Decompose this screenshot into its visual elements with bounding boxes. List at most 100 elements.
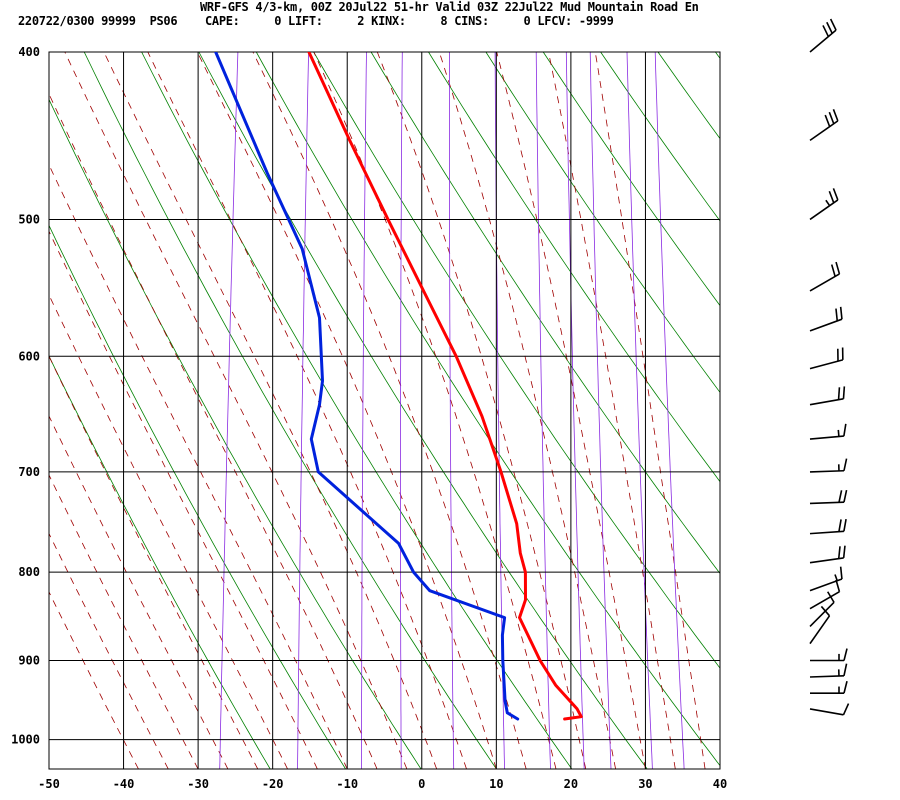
moist-adiabat bbox=[49, 355, 259, 769]
barb-flag bbox=[838, 519, 842, 532]
dry-adiabat bbox=[198, 52, 648, 769]
moist-adiabat bbox=[438, 52, 616, 769]
barb-half-flag bbox=[834, 574, 839, 582]
wind-barb bbox=[809, 347, 844, 370]
x-tick-label: -40 bbox=[113, 777, 135, 791]
barb-flag bbox=[843, 458, 848, 471]
mixing-ratio-line bbox=[535, 52, 551, 769]
dry-adiabat bbox=[49, 98, 422, 769]
moist-adiabat bbox=[64, 52, 408, 769]
wind-barb bbox=[809, 518, 847, 535]
moist-adiabat bbox=[49, 230, 318, 769]
wind-barb bbox=[809, 423, 847, 440]
mixing-ratio-line bbox=[626, 52, 653, 769]
wind-barb bbox=[809, 261, 841, 292]
barb-flag bbox=[843, 423, 847, 437]
mixing-ratio-line bbox=[361, 52, 367, 769]
mixing-ratio-line bbox=[400, 52, 403, 769]
moist-adiabat bbox=[496, 52, 646, 769]
barb-flag bbox=[842, 386, 846, 399]
wind-barb bbox=[809, 579, 841, 610]
wind-barb bbox=[809, 605, 831, 645]
barb-shaft bbox=[809, 435, 844, 440]
wind-barb bbox=[809, 663, 848, 678]
barb-flag bbox=[842, 703, 850, 716]
mixing-ratio-line bbox=[565, 52, 585, 769]
x-tick-label: -50 bbox=[38, 777, 60, 791]
pressure-tick-label: 700 bbox=[18, 465, 40, 479]
pressure-tick-label: 800 bbox=[18, 565, 40, 579]
barb-flag bbox=[835, 579, 841, 592]
wind-barbs bbox=[809, 18, 850, 716]
wind-barb bbox=[809, 386, 846, 406]
barb-shaft bbox=[809, 318, 843, 332]
pressure-tick-label: 900 bbox=[18, 654, 40, 668]
x-tick-label: 10 bbox=[489, 777, 503, 791]
dry-adiabat bbox=[313, 52, 720, 669]
wind-barb bbox=[809, 566, 843, 592]
mixing-ratio-line bbox=[449, 52, 455, 769]
dry-adiabat bbox=[715, 52, 720, 59]
dry-adiabat bbox=[255, 52, 720, 767]
barb-shaft bbox=[809, 359, 844, 370]
moist-adiabat bbox=[313, 52, 557, 769]
dry-adiabat bbox=[773, 52, 900, 769]
dry-adiabat bbox=[485, 52, 720, 394]
moist-adiabat bbox=[49, 163, 348, 769]
barb-flag bbox=[839, 566, 843, 580]
barb-flag bbox=[830, 264, 836, 277]
dry-adiabat bbox=[542, 52, 720, 307]
barb-flag bbox=[832, 188, 839, 201]
barb-flag bbox=[822, 25, 830, 37]
barb-flag bbox=[839, 306, 843, 320]
sounding-line bbox=[307, 52, 583, 721]
x-tick-label: -10 bbox=[336, 777, 358, 791]
wind-barb bbox=[809, 306, 843, 332]
barb-shaft bbox=[809, 675, 845, 678]
mixing-ratio-line bbox=[297, 52, 309, 769]
barb-flag bbox=[835, 308, 839, 321]
barb-half-flag bbox=[837, 429, 840, 437]
moist-adiabat bbox=[594, 52, 706, 769]
pressure-tick-label: 600 bbox=[18, 349, 40, 363]
moist-adiabat bbox=[376, 52, 587, 769]
moist-adiabat bbox=[147, 52, 467, 769]
x-tick-label: -20 bbox=[262, 777, 284, 791]
mixing-ratio-line bbox=[589, 52, 612, 769]
pressure-tick-label: 400 bbox=[18, 45, 40, 59]
dry-adiabat bbox=[370, 52, 720, 575]
barb-shaft bbox=[809, 397, 844, 406]
moist-adiabat bbox=[49, 415, 229, 769]
barb-flag bbox=[826, 21, 833, 34]
barb-flag bbox=[837, 387, 841, 400]
dry-adiabat bbox=[830, 52, 900, 769]
sounding-line bbox=[214, 52, 520, 721]
barb-shaft bbox=[809, 29, 837, 53]
dry-adiabat bbox=[428, 52, 720, 483]
barb-flag bbox=[826, 591, 835, 603]
moist-adiabat bbox=[49, 294, 288, 769]
sounding-indices: 220722/0300 99999 PS06 CAPE: 0 LIFT: 2 K… bbox=[18, 14, 614, 28]
x-tick-label: 40 bbox=[713, 777, 727, 791]
wind-barb bbox=[809, 458, 848, 473]
barb-shaft bbox=[809, 615, 831, 645]
plot-frame bbox=[48, 51, 721, 770]
barb-half-flag bbox=[825, 199, 831, 207]
barb-shaft bbox=[809, 530, 844, 535]
wind-barb bbox=[809, 489, 848, 505]
barb-shaft bbox=[809, 601, 835, 627]
barb-flag bbox=[843, 663, 848, 676]
barb-flag bbox=[835, 261, 841, 275]
barb-flag bbox=[828, 190, 835, 204]
moist-adiabat bbox=[252, 52, 527, 769]
moist-adiabat bbox=[548, 52, 676, 769]
barb-flag bbox=[832, 109, 839, 122]
barb-flag bbox=[828, 111, 835, 125]
x-tick-label: 0 bbox=[418, 777, 425, 791]
sounding-traces bbox=[214, 52, 583, 721]
barb-shaft bbox=[809, 120, 839, 142]
barb-flag bbox=[842, 545, 846, 559]
moist-adiabat bbox=[49, 532, 169, 769]
wind-barb bbox=[809, 18, 837, 53]
